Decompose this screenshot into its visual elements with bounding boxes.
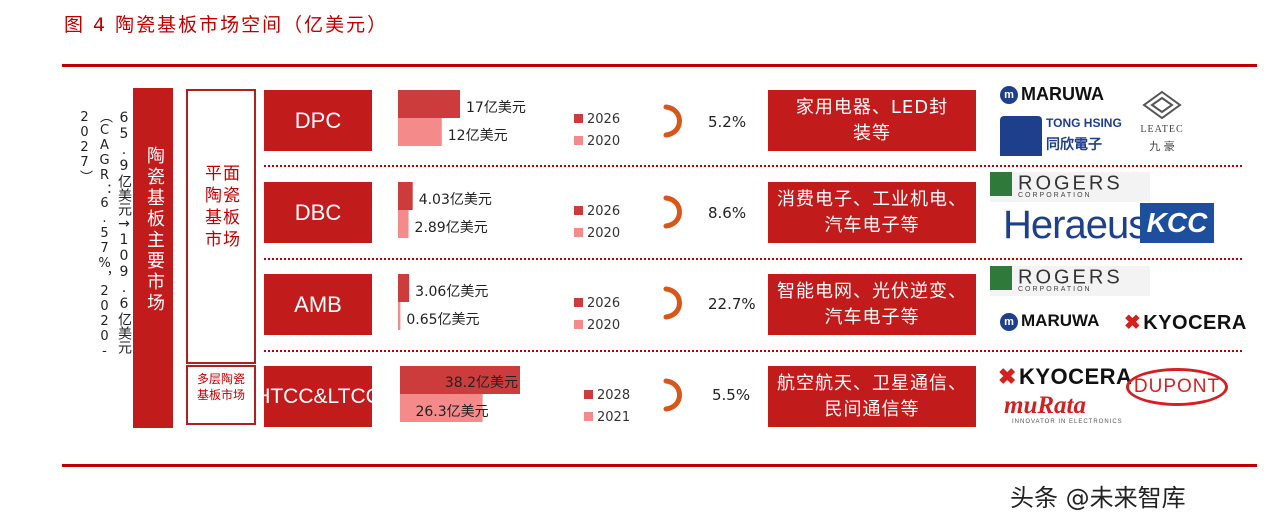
legend-swatch-2020 [574, 228, 583, 237]
bar-htcc&ltcc-2021 [400, 394, 483, 422]
heraeus-logo: Heraeus [1003, 203, 1148, 247]
kyocera-mark-icon: ✖ [1124, 312, 1142, 334]
market-size-bars: 17亿美元 12亿美元 2026 2020 4.03亿美元 2.89亿美元 2026 2020… [398, 90, 630, 425]
bar-dpc-2026 [398, 90, 460, 118]
leatec-logo: LEATEC 九 豪 [1132, 90, 1192, 160]
multilayer-substrate-label: 多层陶瓷基板市场 [196, 372, 245, 402]
cagr-dbc: 8.6% [708, 204, 747, 222]
value-label: 26.3亿美元 [415, 404, 488, 420]
tong-hsing-logo: TONG HSING 同欣電子 [1000, 112, 1122, 158]
kcc-logo: KCC [1140, 203, 1214, 243]
kyocera-logo: ✖KYOCERA [998, 364, 1133, 389]
bar-amb-2020 [398, 302, 401, 330]
multilayer-substrate-box: 多层陶瓷基板市场 [186, 365, 256, 425]
legend-swatch-2021 [584, 412, 593, 421]
row-separator [264, 350, 1242, 352]
murata-tagline: INNOVATOR IN ELECTRONICS [1012, 419, 1123, 425]
value-label: 4.03亿美元 [419, 192, 492, 208]
legend-swatch-2020 [574, 320, 583, 329]
tech-box-dbc: DBC [264, 182, 372, 243]
legend-label-2028: 2028 [597, 388, 630, 403]
legend-label-2020: 2020 [587, 318, 620, 333]
kyocera-mark-icon: ✖ [998, 364, 1017, 389]
tech-box-dpc: DPC [264, 90, 372, 151]
growth-arrow-icon [663, 104, 682, 138]
main-market-label: 陶瓷基板主要市场 [144, 146, 165, 314]
growth-arrow-icon [663, 286, 682, 320]
kyocera-logo: ✖KYOCERA [1124, 312, 1247, 334]
tong-hsing-mark-icon [1000, 116, 1042, 156]
value-label: 17亿美元 [466, 100, 526, 116]
legend-label-2026: 2026 [587, 204, 620, 219]
growth-arrow-icon [663, 195, 682, 229]
value-label: 0.65亿美元 [406, 312, 479, 328]
figure-title: 图 4 陶瓷基板市场空间（亿美元） [64, 14, 389, 36]
application-dbc: 消费电子、工业机电、汽车电子等 [768, 182, 976, 243]
legend-swatch-2026 [574, 298, 583, 307]
cagr-htcc-ltcc: 5.5% [712, 386, 751, 404]
main-market-box: 陶瓷基板主要市场 [133, 88, 173, 428]
bar-amb-2026 [398, 274, 410, 302]
murata-logo: muRata [1004, 392, 1086, 419]
legend-label-2020: 2020 [587, 134, 620, 149]
tech-box-htcc-ltcc: HTCC&LTCC [255, 366, 381, 427]
growth-arrow-icon [663, 378, 682, 412]
legend-swatch-2026 [574, 206, 583, 215]
maruwa-logo: m MARUWA [1000, 84, 1104, 105]
cagr-dpc: 5.2% [708, 113, 747, 131]
application-amb: 智能电网、光伏逆变、汽车电子等 [768, 274, 976, 335]
legend-swatch-2028 [584, 390, 593, 399]
planar-substrate-box: 平面陶瓷基板市场 [186, 89, 256, 364]
watermark: 头条 @未来智库 [1010, 484, 1186, 512]
row-separator [264, 165, 1242, 167]
maruwa-mark-icon: m [1000, 312, 1018, 331]
bar-dpc-2020 [398, 118, 442, 146]
top-divider [62, 64, 1257, 67]
application-htcc-ltcc: 航空航天、卫星通信、民间通信等 [768, 366, 976, 427]
legend-swatch-2020 [574, 136, 583, 145]
dupont-logo: DUPONT [1126, 368, 1228, 406]
overall-market-note: 65.9亿美元→109.6亿美元 （CAGR：6.57%，2020-2027） [74, 110, 133, 400]
bar-dbc-2020 [398, 210, 409, 238]
legend-label-2021: 2021 [597, 410, 630, 425]
value-label: 38.2亿美元 [445, 375, 518, 391]
planar-substrate-label: 平面陶瓷基板市场 [205, 164, 241, 250]
legend-label-2020: 2020 [587, 226, 620, 241]
application-dpc: 家用电器、LED封装等 [768, 90, 976, 151]
legend-label-2026: 2026 [587, 112, 620, 127]
overall-cagr-note: （CAGR：6.57%，2020-2027） [77, 110, 112, 359]
bottom-divider [62, 464, 1257, 467]
rogers-logo: ROGERS CORPORATION [990, 172, 1150, 202]
rogers-mark-icon [990, 266, 1012, 290]
value-label: 3.06亿美元 [415, 284, 488, 300]
leatec-mark-icon [1142, 90, 1182, 120]
rogers-mark-icon [990, 172, 1012, 196]
legend-label-2026: 2026 [587, 296, 620, 311]
legend-swatch-2026 [574, 114, 583, 123]
maruwa-mark-icon: m [1000, 86, 1018, 105]
value-label: 2.89亿美元 [415, 220, 488, 236]
value-label: 12亿美元 [448, 128, 508, 144]
cagr-amb: 22.7% [708, 295, 756, 313]
row-separator [264, 258, 1242, 260]
maruwa-logo: m MARUWA [1000, 311, 1099, 331]
tech-box-amb: AMB [264, 274, 372, 335]
overall-market-growth: 65.9亿美元→109.6亿美元 [116, 110, 132, 354]
rogers-logo: ROGERS CORPORATION [990, 266, 1150, 296]
bar-dbc-2026 [398, 182, 413, 210]
bar-htcc&ltcc-2028 [400, 366, 520, 394]
